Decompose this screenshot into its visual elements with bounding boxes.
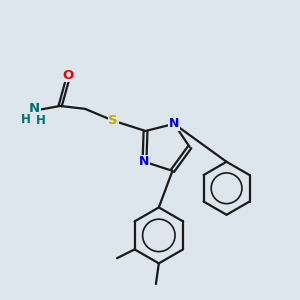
Text: H: H xyxy=(35,114,45,127)
Text: N: N xyxy=(169,117,179,130)
Text: N: N xyxy=(29,102,40,116)
Text: N: N xyxy=(139,155,150,168)
Text: O: O xyxy=(62,68,73,82)
Text: S: S xyxy=(108,114,118,127)
Text: H: H xyxy=(21,113,31,126)
